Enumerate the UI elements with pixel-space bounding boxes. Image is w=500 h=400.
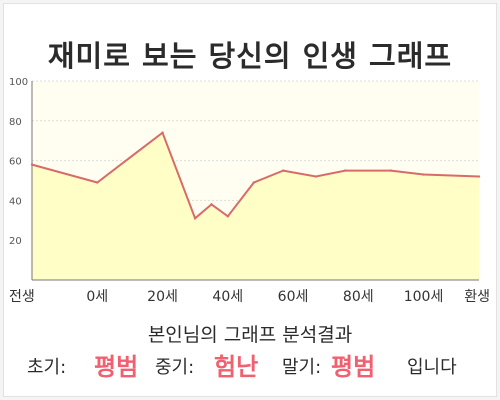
analysis-heading: 본인님의 그래프 분석결과 xyxy=(147,324,353,346)
middle-label: 중기: xyxy=(155,357,195,378)
y-axis-ticks: 20 40 60 80 100 xyxy=(9,77,28,247)
data-point xyxy=(30,163,34,166)
x-tick-label: 80세 xyxy=(343,289,374,305)
early-label: 초기: xyxy=(27,357,67,378)
late-value: 평범 xyxy=(331,353,376,381)
data-point xyxy=(314,175,318,178)
x-tick-label: 환생 xyxy=(464,289,490,305)
early-value: 평범 xyxy=(94,353,139,381)
data-point xyxy=(477,175,481,178)
x-tick-label: 0세 xyxy=(86,289,108,305)
y-tick-label: 100 xyxy=(9,77,28,88)
y-tick-label: 40 xyxy=(9,196,22,207)
x-tick-label: 전생 xyxy=(9,289,35,305)
y-tick-label: 20 xyxy=(9,236,22,247)
y-tick-label: 80 xyxy=(9,117,22,128)
axes xyxy=(31,81,479,281)
x-tick-label: 40세 xyxy=(212,289,243,305)
data-point xyxy=(422,173,425,176)
data-point xyxy=(252,181,256,184)
data-point xyxy=(193,217,197,220)
x-tick-label: 60세 xyxy=(278,289,309,305)
data-point xyxy=(161,131,164,134)
data-point xyxy=(226,215,229,218)
data-point xyxy=(210,203,213,206)
late-label: 말기: xyxy=(282,357,322,378)
data-point xyxy=(389,169,393,172)
x-tick-label: 100세 xyxy=(404,289,444,305)
y-tick-label: 60 xyxy=(9,157,22,168)
page-title: 재미로 보는 당신의 인생 그래프 xyxy=(47,39,453,73)
data-point xyxy=(96,181,99,184)
data-point xyxy=(282,169,285,172)
data-point xyxy=(344,169,347,172)
ending-text: 입니다 xyxy=(407,357,457,378)
x-tick-label: 20세 xyxy=(147,289,178,305)
analysis-result-line: 초기: 평범 중기: 험난 말기: 평범 입니다 xyxy=(0,345,500,381)
x-axis-ticks: 전생 0세 20세 40세 60세 80세 100세 환생 xyxy=(9,289,490,305)
life-area-fill xyxy=(32,132,479,280)
middle-value: 험난 xyxy=(214,353,259,381)
